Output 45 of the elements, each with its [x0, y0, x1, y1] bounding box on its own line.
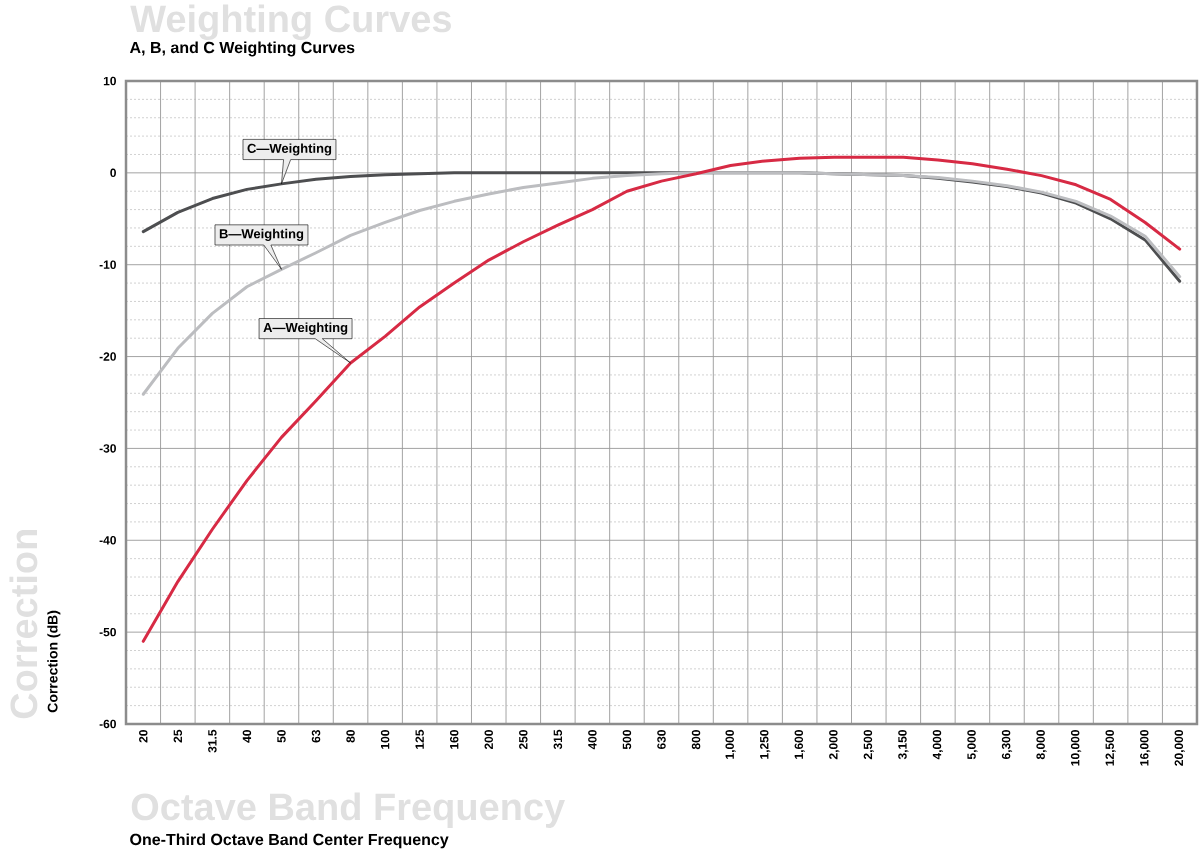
y-tick-label: -30 — [99, 444, 116, 453]
x-tick-label: 1,000 — [725, 730, 736, 759]
x-tick-label: 1,250 — [760, 730, 771, 759]
chart-title: A, B, and C Weighting Curves — [129, 41, 355, 57]
x-tick-label: 2,000 — [829, 730, 840, 760]
series-label: B—Weighting — [219, 228, 304, 242]
x-tick-label: 100 — [380, 730, 390, 749]
y-tick-label: -20 — [99, 352, 116, 361]
x-tick-label: 315 — [553, 729, 563, 750]
x-tick-label: 20 — [139, 730, 148, 743]
x-tick-label: 200 — [484, 730, 493, 750]
y-tick-label: -50 — [99, 627, 116, 637]
x-tick-label: 40 — [242, 730, 252, 743]
x-tick-label: 80 — [346, 730, 355, 743]
x-tick-label: 4,000 — [932, 730, 943, 760]
x-tick-label: 250 — [519, 730, 528, 750]
y-tick-label: -60 — [99, 719, 116, 729]
x-tick-label: 500 — [622, 730, 632, 750]
x-tick-label: 125 — [415, 729, 424, 749]
x-tick-label: 25 — [173, 729, 183, 743]
y-tick-label: -40 — [99, 536, 116, 545]
x-tick-label: 630 — [657, 730, 666, 750]
y-tick-label: -10 — [99, 260, 116, 269]
x-tick-label: 50 — [277, 730, 286, 743]
x-tick-label: 31.5 — [208, 729, 217, 753]
series-label: C—Weighting — [247, 143, 332, 156]
x-tick-label: 63 — [311, 729, 321, 743]
series-label: A—Weighting — [263, 322, 348, 335]
y-tick-label: 10 — [103, 76, 116, 86]
x-tick-label: 20,000 — [1174, 730, 1185, 766]
x-tick-label: 800 — [691, 730, 701, 750]
x-tick-label: 3,150 — [898, 730, 909, 760]
x-tick-label: 2,500 — [863, 730, 874, 760]
y-axis-title: Correction (dB) — [47, 610, 61, 713]
y-tick-label: 0 — [110, 168, 116, 178]
x-tick-label: 1,600 — [794, 730, 805, 759]
x-tick-label: 8,000 — [1036, 730, 1047, 760]
x-tick-label: 5,000 — [967, 730, 978, 760]
x-tick-label: 12,500 — [1105, 730, 1116, 766]
x-axis-title: One-Third Octave Band Center Frequency — [130, 833, 449, 849]
x-tick-label: 6,300 — [1001, 730, 1013, 760]
x-tick-label: 16,000 — [1140, 730, 1151, 766]
x-tick-label: 160 — [449, 730, 459, 749]
x-tick-label: 10,000 — [1070, 730, 1082, 766]
x-tick-label: 400 — [588, 730, 597, 750]
